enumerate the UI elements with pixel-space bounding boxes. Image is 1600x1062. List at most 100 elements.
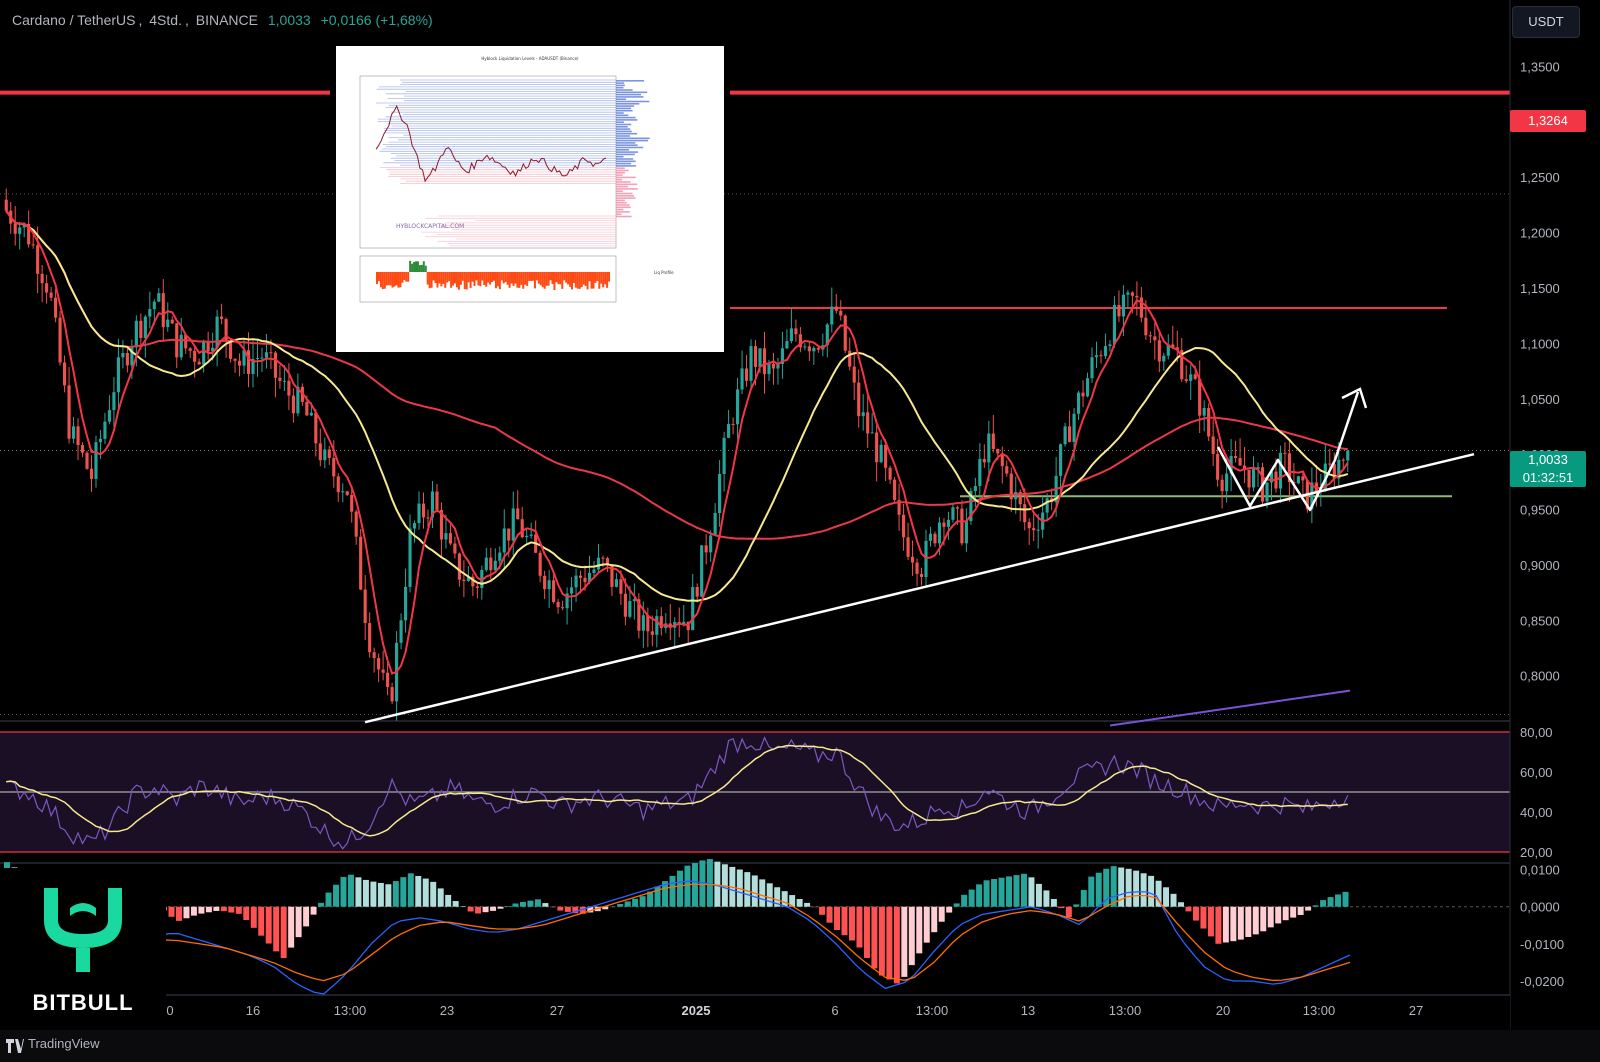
candle-body xyxy=(350,494,354,512)
ma-long xyxy=(1109,689,1351,727)
macd-histogram-bar xyxy=(415,875,422,907)
inset-cum-bar xyxy=(602,272,605,288)
candle-body xyxy=(327,449,331,459)
candle-body xyxy=(1301,476,1305,481)
candle-body xyxy=(1265,482,1269,502)
inset-cum-bar xyxy=(376,272,378,285)
candle-body xyxy=(875,432,879,463)
macd-histogram-bar xyxy=(475,906,482,914)
macd-histogram-bar xyxy=(497,906,504,909)
macd-histogram-bar xyxy=(998,877,1005,907)
tradingview-link[interactable]: TradingView xyxy=(28,1036,100,1051)
inset-profile-bar xyxy=(616,109,633,112)
candle-body xyxy=(103,421,107,439)
candle-body xyxy=(601,557,605,559)
inset-profile-bar xyxy=(616,204,630,206)
inset-profile-bar xyxy=(616,183,638,186)
trading-chart[interactable]: 1,40001,35001,30001,25001,20001,15001,10… xyxy=(0,0,1600,1030)
inset-cum-bar xyxy=(530,272,533,281)
zigzag-projection xyxy=(1216,391,1360,512)
candle-body xyxy=(1251,469,1256,488)
macd-histogram-bar xyxy=(834,906,841,930)
candle-body xyxy=(403,586,408,621)
candle-body xyxy=(650,631,654,635)
candle-body xyxy=(31,244,35,246)
symbol-pair[interactable]: Cardano / TetherUS xyxy=(12,12,136,28)
inset-cum-bar xyxy=(571,272,573,290)
macd-histogram-bar xyxy=(1207,906,1214,937)
candle-body xyxy=(157,293,161,302)
macd-signal-line xyxy=(3,876,1351,982)
inset-cum-bar xyxy=(438,272,441,284)
candle-body xyxy=(71,426,76,439)
candle-body xyxy=(888,467,892,480)
inset-profile-bar xyxy=(616,126,628,128)
macd-histogram-bar xyxy=(1035,883,1042,907)
inset-profile-bar xyxy=(616,142,636,144)
currency-button[interactable]: USDT xyxy=(1512,6,1580,38)
inset-profile-bar xyxy=(616,201,627,204)
price-tick-12: 0,8000 xyxy=(1520,669,1560,684)
time-tick-6: 6 xyxy=(831,1003,838,1018)
candle-body xyxy=(278,377,282,381)
inset-cum-bar xyxy=(557,272,560,285)
candle-body xyxy=(1085,378,1090,397)
time-tick-8: 13 xyxy=(1021,1003,1035,1018)
candle-body xyxy=(224,319,228,341)
macd-histogram-bar xyxy=(699,860,706,907)
candle-body xyxy=(98,438,103,443)
inset-profile-bar xyxy=(616,197,636,199)
inset-profile-bar xyxy=(616,167,625,169)
candle-body xyxy=(125,352,129,366)
candle-body xyxy=(866,412,870,434)
symbol-interval[interactable]: 4Std. xyxy=(149,12,182,28)
candle-body xyxy=(269,352,273,354)
inset-cum-bar xyxy=(475,272,478,281)
candle-body xyxy=(928,533,933,541)
candle-body xyxy=(116,357,120,393)
candle-body xyxy=(709,535,713,553)
candle-body xyxy=(987,433,991,463)
candle-body xyxy=(1059,444,1063,476)
candle-body xyxy=(628,601,632,617)
macd-histogram-bar xyxy=(198,906,205,914)
inset-profile-bar xyxy=(616,144,638,146)
inset-cum-bar xyxy=(448,272,451,282)
candle-body xyxy=(1000,453,1004,467)
footer-bar xyxy=(0,1030,1600,1062)
candle-body xyxy=(780,348,785,364)
inset-cum-bar xyxy=(463,272,466,290)
candle-body xyxy=(659,616,663,629)
candle-body xyxy=(457,553,461,580)
inset-cum-bar xyxy=(551,272,554,284)
candle-body xyxy=(1023,504,1027,523)
inset-profile-bar xyxy=(616,158,634,160)
candle-body xyxy=(1090,357,1094,379)
inset-profile-bar xyxy=(616,181,631,183)
inset-cum-bar xyxy=(586,272,589,290)
candle-body xyxy=(1094,355,1099,358)
candle-body xyxy=(713,513,717,536)
candle-body xyxy=(444,533,448,540)
inset-cum-bar xyxy=(387,272,390,286)
candle-body xyxy=(417,503,421,524)
candle-body xyxy=(556,602,560,608)
macd-histogram-bar xyxy=(377,882,384,907)
candle-body xyxy=(1193,374,1197,379)
inset-cum-bar xyxy=(555,272,558,283)
macd-histogram-bar xyxy=(781,891,788,907)
macd-histogram-bar xyxy=(1305,906,1312,911)
inset-cum-bar xyxy=(537,272,540,284)
candle-body xyxy=(287,380,291,396)
macd-histogram-bar xyxy=(669,875,676,907)
inset-cum-bar xyxy=(432,272,435,281)
candle-body xyxy=(412,523,417,529)
candle-body xyxy=(242,350,246,366)
candle-body xyxy=(561,607,565,609)
macd-histogram-bar xyxy=(901,906,908,977)
candle-body xyxy=(1153,336,1157,341)
candle-body xyxy=(619,579,623,594)
macd-histogram-bar xyxy=(437,888,444,907)
candle-body xyxy=(480,569,484,588)
rsi-tick-2: 40,00 xyxy=(1520,805,1553,820)
